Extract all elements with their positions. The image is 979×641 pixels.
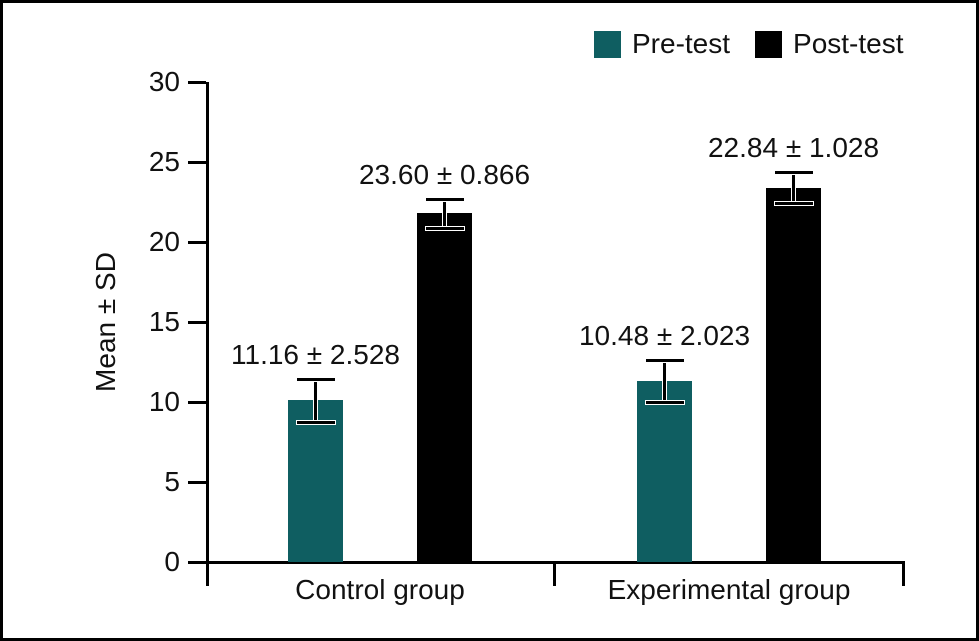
y-tick-25 — [188, 161, 206, 164]
value-label-pre-test-control-group: 11.16 ± 2.528 — [231, 338, 400, 370]
value-label-pre-test-experimental-group: 10.48 ± 2.023 — [578, 320, 751, 352]
y-tick-label-30: 30 — [148, 66, 180, 97]
post-test-color-swatch — [755, 30, 783, 58]
bar-pre-test-control-group — [288, 400, 343, 562]
y-tick-15 — [188, 321, 206, 324]
legend-label-pre-test: Pre-test — [632, 28, 731, 59]
error-bar-stem-pre-test-control-group — [313, 378, 318, 422]
legend-item-pre-test: Pre-test — [594, 29, 730, 59]
error-bar-cap-bottom-post-test-control-group — [424, 225, 465, 231]
y-tick-0 — [188, 561, 206, 564]
y-tick-10 — [188, 401, 206, 404]
x-category-label-control-group: Control group — [295, 574, 465, 605]
y-tick-label-20: 20 — [148, 226, 180, 257]
y-tick-label-25: 25 — [148, 146, 180, 177]
y-tick-5 — [188, 481, 206, 484]
y-tick-label-0: 0 — [164, 546, 180, 577]
error-bar-cap-bottom-pre-test-control-group — [295, 420, 336, 425]
y-tick-30 — [188, 81, 206, 84]
pre-test-color-swatch — [594, 30, 621, 58]
bar-post-test-experimental-group — [766, 187, 821, 562]
legend-label-post-test: Post-test — [793, 28, 904, 59]
y-tick-label-15: 15 — [148, 306, 180, 337]
error-bar-stem-post-test-experimental-group — [791, 172, 796, 203]
error-bar-cap-bottom-post-test-experimental-group — [773, 200, 814, 206]
error-bar-cap-top-post-test-control-group — [424, 196, 465, 202]
legend: Pre-test Post-test — [594, 29, 904, 59]
error-bar-cap-top-pre-test-control-group — [295, 376, 336, 382]
error-bar-cap-top-pre-test-experimental-group — [644, 358, 685, 364]
x-boundary-tick-1 — [902, 562, 905, 586]
y-tick-label-10: 10 — [148, 386, 180, 417]
y-axis-line — [206, 82, 209, 586]
x-boundary-tick-0 — [553, 562, 556, 586]
error-bar-stem-post-test-control-group — [442, 198, 447, 228]
legend-item-post-test: Post-test — [755, 28, 904, 59]
bar-pre-test-experimental-group — [637, 381, 692, 562]
value-label-post-test-control-group: 23.60 ± 0.866 — [358, 158, 531, 190]
y-tick-label-5: 5 — [164, 466, 180, 497]
error-bar-cap-top-post-test-experimental-group — [773, 170, 814, 176]
error-bar-cap-bottom-pre-test-experimental-group — [644, 400, 685, 405]
y-tick-20 — [188, 241, 206, 244]
bar-post-test-control-group — [417, 213, 472, 562]
value-label-post-test-experimental-group: 22.84 ± 1.028 — [707, 132, 880, 164]
error-bar-stem-pre-test-experimental-group — [662, 360, 667, 402]
x-category-label-experimental-group: Experimental group — [607, 574, 851, 605]
